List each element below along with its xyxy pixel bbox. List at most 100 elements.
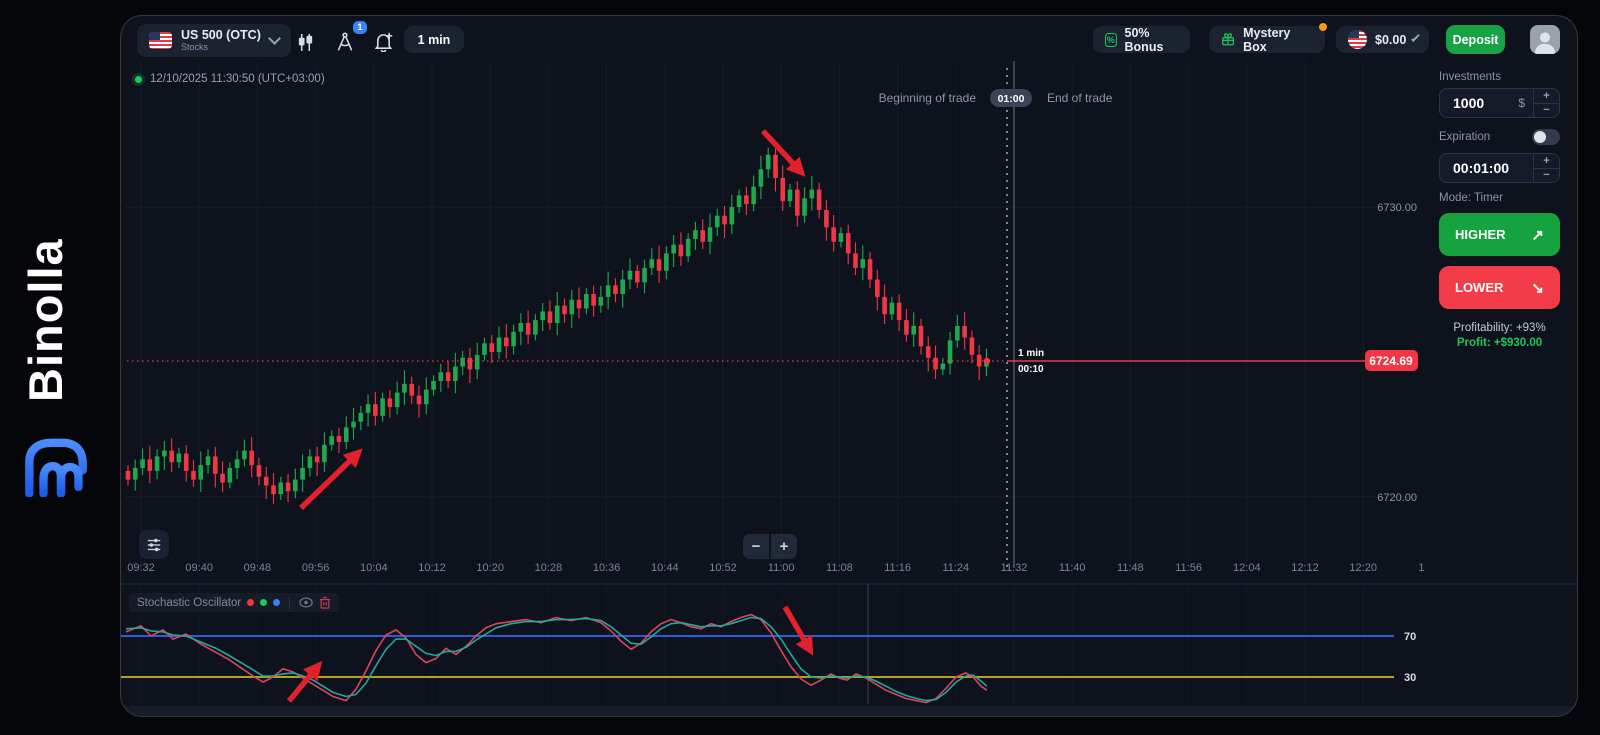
sliders-icon bbox=[147, 538, 161, 551]
candle-body bbox=[627, 270, 633, 280]
bonus-label: 50% Bonus bbox=[1124, 25, 1164, 54]
session-stamp: 12/10/2025 11:30:50 (UTC+03:00) bbox=[135, 73, 325, 85]
bonus-button[interactable]: % 50% Bonus bbox=[1093, 25, 1190, 54]
mystery-box-label: Mystery Box bbox=[1243, 25, 1291, 54]
expiration-value[interactable]: 00:01:00 bbox=[1453, 160, 1510, 176]
candle-body bbox=[540, 311, 545, 321]
investments-value[interactable]: 1000 bbox=[1453, 95, 1485, 111]
increase-investment-button[interactable]: + bbox=[1534, 89, 1559, 104]
lower-button[interactable]: LOWER ↘ bbox=[1439, 266, 1560, 309]
candle-body bbox=[336, 436, 342, 442]
trash-icon[interactable] bbox=[319, 596, 331, 609]
time-axis-label: 09:40 bbox=[185, 562, 213, 574]
candle-body bbox=[460, 357, 465, 367]
price-axis-label: 6730.00 bbox=[1377, 202, 1417, 214]
price-marker-timeframe: 1 min bbox=[1018, 348, 1044, 359]
oscillator-line-D bbox=[125, 616, 988, 702]
series-dot-green[interactable] bbox=[260, 599, 268, 606]
drawings-button[interactable]: 1 bbox=[331, 21, 367, 54]
expiration-toggle[interactable] bbox=[1532, 129, 1560, 145]
candle-body bbox=[387, 398, 393, 408]
compass-icon bbox=[337, 32, 353, 50]
candle-body bbox=[234, 459, 240, 468]
live-dot-icon bbox=[135, 75, 142, 83]
time-axis-label: 1 bbox=[1418, 562, 1424, 574]
arrow-down-right-icon: ↘ bbox=[1531, 279, 1544, 297]
zoom-out-button[interactable]: − bbox=[743, 534, 769, 559]
signal-arrow bbox=[299, 448, 363, 510]
candle-body bbox=[707, 227, 713, 242]
mystery-box-button[interactable]: Mystery Box bbox=[1209, 23, 1327, 54]
upper-level-label: 70 bbox=[1404, 631, 1416, 643]
candle-body bbox=[394, 392, 400, 408]
candle-body bbox=[300, 468, 305, 480]
profit-text: Profit: +$930.00 bbox=[1456, 337, 1543, 349]
symbol-selector[interactable]: US 500 (OTC) Stocks bbox=[137, 24, 291, 57]
candle-body bbox=[911, 325, 916, 335]
trading-panel: Beginning of trade 01:00 End of trade 1 … bbox=[120, 15, 1578, 717]
candle-body bbox=[256, 465, 262, 477]
notification-dot bbox=[1319, 23, 1327, 31]
time-axis-label: 10:04 bbox=[360, 562, 388, 574]
time-axis-label: 12:04 bbox=[1233, 562, 1261, 574]
candle-body bbox=[962, 325, 967, 338]
timeframe-selector[interactable]: 1 min bbox=[404, 26, 464, 53]
candle-body bbox=[489, 343, 495, 352]
candle-body bbox=[634, 270, 640, 283]
deposit-label: Deposit bbox=[1452, 32, 1499, 47]
candle-body bbox=[198, 465, 204, 480]
candle-body bbox=[976, 354, 982, 367]
candle-body bbox=[678, 244, 684, 257]
time-axis-label: 11:00 bbox=[768, 562, 795, 574]
candle-body bbox=[736, 195, 742, 207]
decrease-investment-button[interactable]: − bbox=[1543, 104, 1550, 117]
candle-body bbox=[845, 233, 851, 254]
time-axis-label: 09:56 bbox=[302, 562, 330, 574]
candle-body bbox=[402, 383, 407, 393]
candle-body bbox=[947, 340, 953, 364]
time-axis-label: 12:20 bbox=[1349, 562, 1377, 574]
oscillator-pane: 70 30 bbox=[121, 583, 1577, 716]
candle-body bbox=[867, 259, 873, 280]
balance-selector[interactable]: $0.00 bbox=[1336, 26, 1429, 53]
binolla-logo-icon bbox=[25, 438, 87, 497]
candle-body bbox=[642, 267, 647, 283]
series-dot-blue[interactable] bbox=[273, 599, 281, 606]
candle-body bbox=[904, 320, 909, 335]
candle-body bbox=[154, 456, 160, 471]
candle-body bbox=[744, 195, 749, 205]
annotation-arrows bbox=[286, 129, 814, 703]
expiration-input[interactable]: 00:01:00 + − bbox=[1439, 153, 1560, 183]
zoom-in-button[interactable]: + bbox=[771, 534, 797, 559]
indicators-button[interactable] bbox=[291, 29, 319, 55]
currency-symbol: $ bbox=[1518, 96, 1525, 110]
percent-icon: % bbox=[1105, 32, 1117, 47]
candle-body bbox=[373, 404, 378, 416]
brand-rail: Binolla bbox=[0, 0, 120, 735]
candle-body bbox=[729, 207, 735, 225]
chart-settings-button[interactable] bbox=[139, 530, 169, 559]
alerts-button[interactable] bbox=[369, 29, 397, 55]
eye-icon[interactable] bbox=[299, 597, 313, 608]
time-axis-label: 11:56 bbox=[1175, 562, 1202, 574]
candle-body bbox=[132, 468, 138, 480]
profile-avatar[interactable] bbox=[1530, 25, 1560, 54]
candle-body bbox=[533, 320, 538, 335]
candle-body bbox=[547, 311, 553, 323]
current-price-marker: 1 min 00:10 6724.69 bbox=[127, 348, 1418, 375]
profitability-text: Profitability: +93% bbox=[1453, 322, 1546, 334]
candle-body bbox=[445, 372, 451, 381]
time-axis-label: 10:44 bbox=[651, 562, 679, 574]
series-dot-red[interactable] bbox=[247, 599, 255, 606]
investments-input[interactable]: 1000 $ + − bbox=[1439, 88, 1560, 118]
increase-expiration-button[interactable]: + bbox=[1534, 154, 1559, 169]
decrease-expiration-button[interactable]: − bbox=[1543, 169, 1550, 182]
signal-arrow bbox=[760, 129, 806, 177]
candle-body bbox=[576, 299, 582, 309]
candle-body bbox=[649, 259, 655, 268]
deposit-button[interactable]: Deposit bbox=[1446, 25, 1505, 54]
candle-body bbox=[213, 456, 218, 474]
panel-bottom-strip bbox=[121, 706, 1577, 716]
higher-button[interactable]: HIGHER ↗ bbox=[1439, 213, 1560, 256]
